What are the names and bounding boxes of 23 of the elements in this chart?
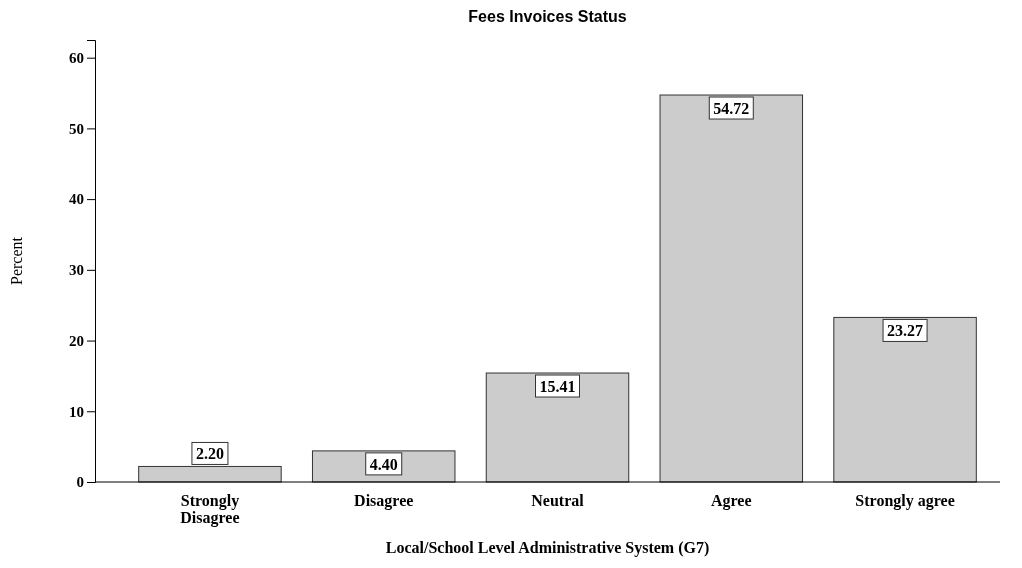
- y-tick-label: 20: [69, 332, 84, 349]
- x-tick-label: Disagree: [354, 492, 414, 510]
- x-axis-title: Local/School Level Administrative System (G7): [385, 539, 710, 557]
- y-tick-label: 60: [69, 49, 84, 66]
- data-label: 54.72: [713, 100, 750, 118]
- x-tick-label: Neutral: [531, 492, 585, 509]
- bar: [485, 372, 630, 483]
- y-tick-label: 40: [69, 191, 84, 208]
- y-tick-label: 50: [69, 120, 84, 137]
- data-label: 4.40: [369, 455, 398, 473]
- data-label: 2.20: [195, 445, 224, 463]
- y-tick-label: 30: [69, 262, 84, 279]
- y-axis-title: Percent: [8, 236, 25, 285]
- data-label: 15.41: [539, 378, 576, 396]
- y-tick-label: 0: [76, 474, 84, 491]
- bar: [659, 94, 804, 483]
- x-tick-label: Agree: [710, 492, 752, 510]
- x-tick-label: Strongly Disagree: [180, 492, 240, 527]
- chart-title: Fees Invoices Status: [468, 8, 627, 25]
- data-label: 23.27: [887, 322, 924, 340]
- x-tick-label: Strongly agree: [855, 492, 955, 510]
- y-tick-label: 10: [69, 403, 84, 420]
- bar: [833, 316, 977, 483]
